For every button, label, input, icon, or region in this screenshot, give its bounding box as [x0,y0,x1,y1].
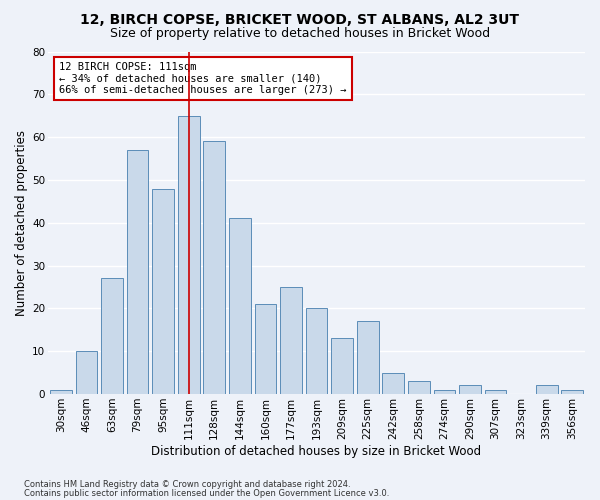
Bar [408,381,430,394]
Bar [434,390,455,394]
Bar [485,390,506,394]
Bar [280,287,302,394]
Bar [254,304,276,394]
Bar [536,386,557,394]
Bar [203,142,225,394]
Text: 12, BIRCH COPSE, BRICKET WOOD, ST ALBANS, AL2 3UT: 12, BIRCH COPSE, BRICKET WOOD, ST ALBANS… [80,12,520,26]
Bar [50,390,72,394]
Text: 12 BIRCH COPSE: 111sqm
← 34% of detached houses are smaller (140)
66% of semi-de: 12 BIRCH COPSE: 111sqm ← 34% of detached… [59,62,346,95]
Text: Size of property relative to detached houses in Bricket Wood: Size of property relative to detached ho… [110,28,490,40]
Y-axis label: Number of detached properties: Number of detached properties [15,130,28,316]
Bar [357,322,379,394]
Bar [127,150,148,394]
Bar [178,116,200,394]
X-axis label: Distribution of detached houses by size in Bricket Wood: Distribution of detached houses by size … [151,444,482,458]
Bar [562,390,583,394]
Bar [152,188,174,394]
Bar [229,218,251,394]
Text: Contains public sector information licensed under the Open Government Licence v3: Contains public sector information licen… [24,488,389,498]
Bar [305,308,328,394]
Bar [382,372,404,394]
Bar [76,351,97,394]
Bar [101,278,123,394]
Bar [331,338,353,394]
Text: Contains HM Land Registry data © Crown copyright and database right 2024.: Contains HM Land Registry data © Crown c… [24,480,350,489]
Bar [459,386,481,394]
